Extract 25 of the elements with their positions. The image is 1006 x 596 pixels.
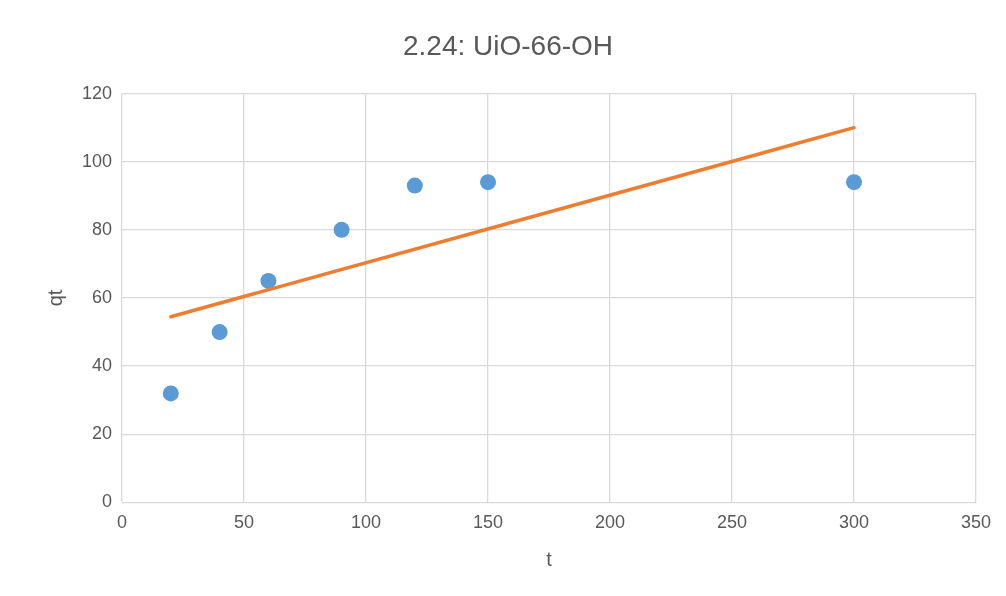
x-tick-label: 150 (472, 512, 504, 533)
point (162, 385, 179, 402)
y-tick-label: 80 (92, 218, 113, 239)
x-tick-label: 200 (594, 512, 626, 533)
y-tick-label: 120 (81, 82, 113, 103)
x-tick-label: 350 (960, 512, 992, 533)
x-tick-label: 250 (716, 512, 748, 533)
y-tick-label: 20 (92, 423, 113, 444)
y-tick-label: 40 (92, 355, 113, 376)
x-tick-label: 0 (117, 512, 128, 533)
y-tick-label: 100 (81, 150, 113, 171)
chart-title: 2.24: UiO-66-OH (402, 29, 614, 61)
x-tick-label: 300 (838, 512, 870, 533)
x-tick-label: 50 (234, 512, 255, 533)
point (480, 174, 497, 191)
y-axis-title: qt (43, 289, 66, 307)
point (260, 272, 277, 289)
x-tick-label: 100 (351, 512, 382, 533)
y-tick-label: 0 (102, 491, 113, 512)
point (211, 324, 228, 341)
point (333, 221, 350, 238)
y-tick-label: 60 (92, 286, 113, 307)
point (406, 177, 423, 194)
point (846, 174, 863, 191)
x-axis-title: t (546, 547, 553, 570)
